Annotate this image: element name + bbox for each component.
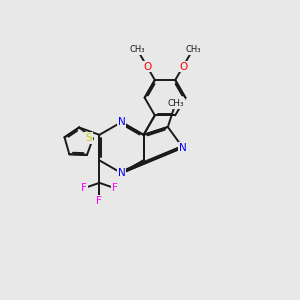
Text: N: N (118, 117, 125, 127)
Text: CH₃: CH₃ (185, 45, 200, 54)
Text: F: F (112, 183, 118, 193)
Text: N: N (118, 168, 125, 178)
Text: CH₃: CH₃ (130, 45, 145, 54)
Text: O: O (143, 61, 151, 71)
Text: F: F (97, 196, 102, 206)
Text: CH₃: CH₃ (167, 99, 184, 108)
Text: N: N (179, 142, 187, 153)
Text: F: F (81, 183, 87, 193)
Text: S: S (85, 133, 92, 143)
Text: O: O (179, 61, 187, 71)
